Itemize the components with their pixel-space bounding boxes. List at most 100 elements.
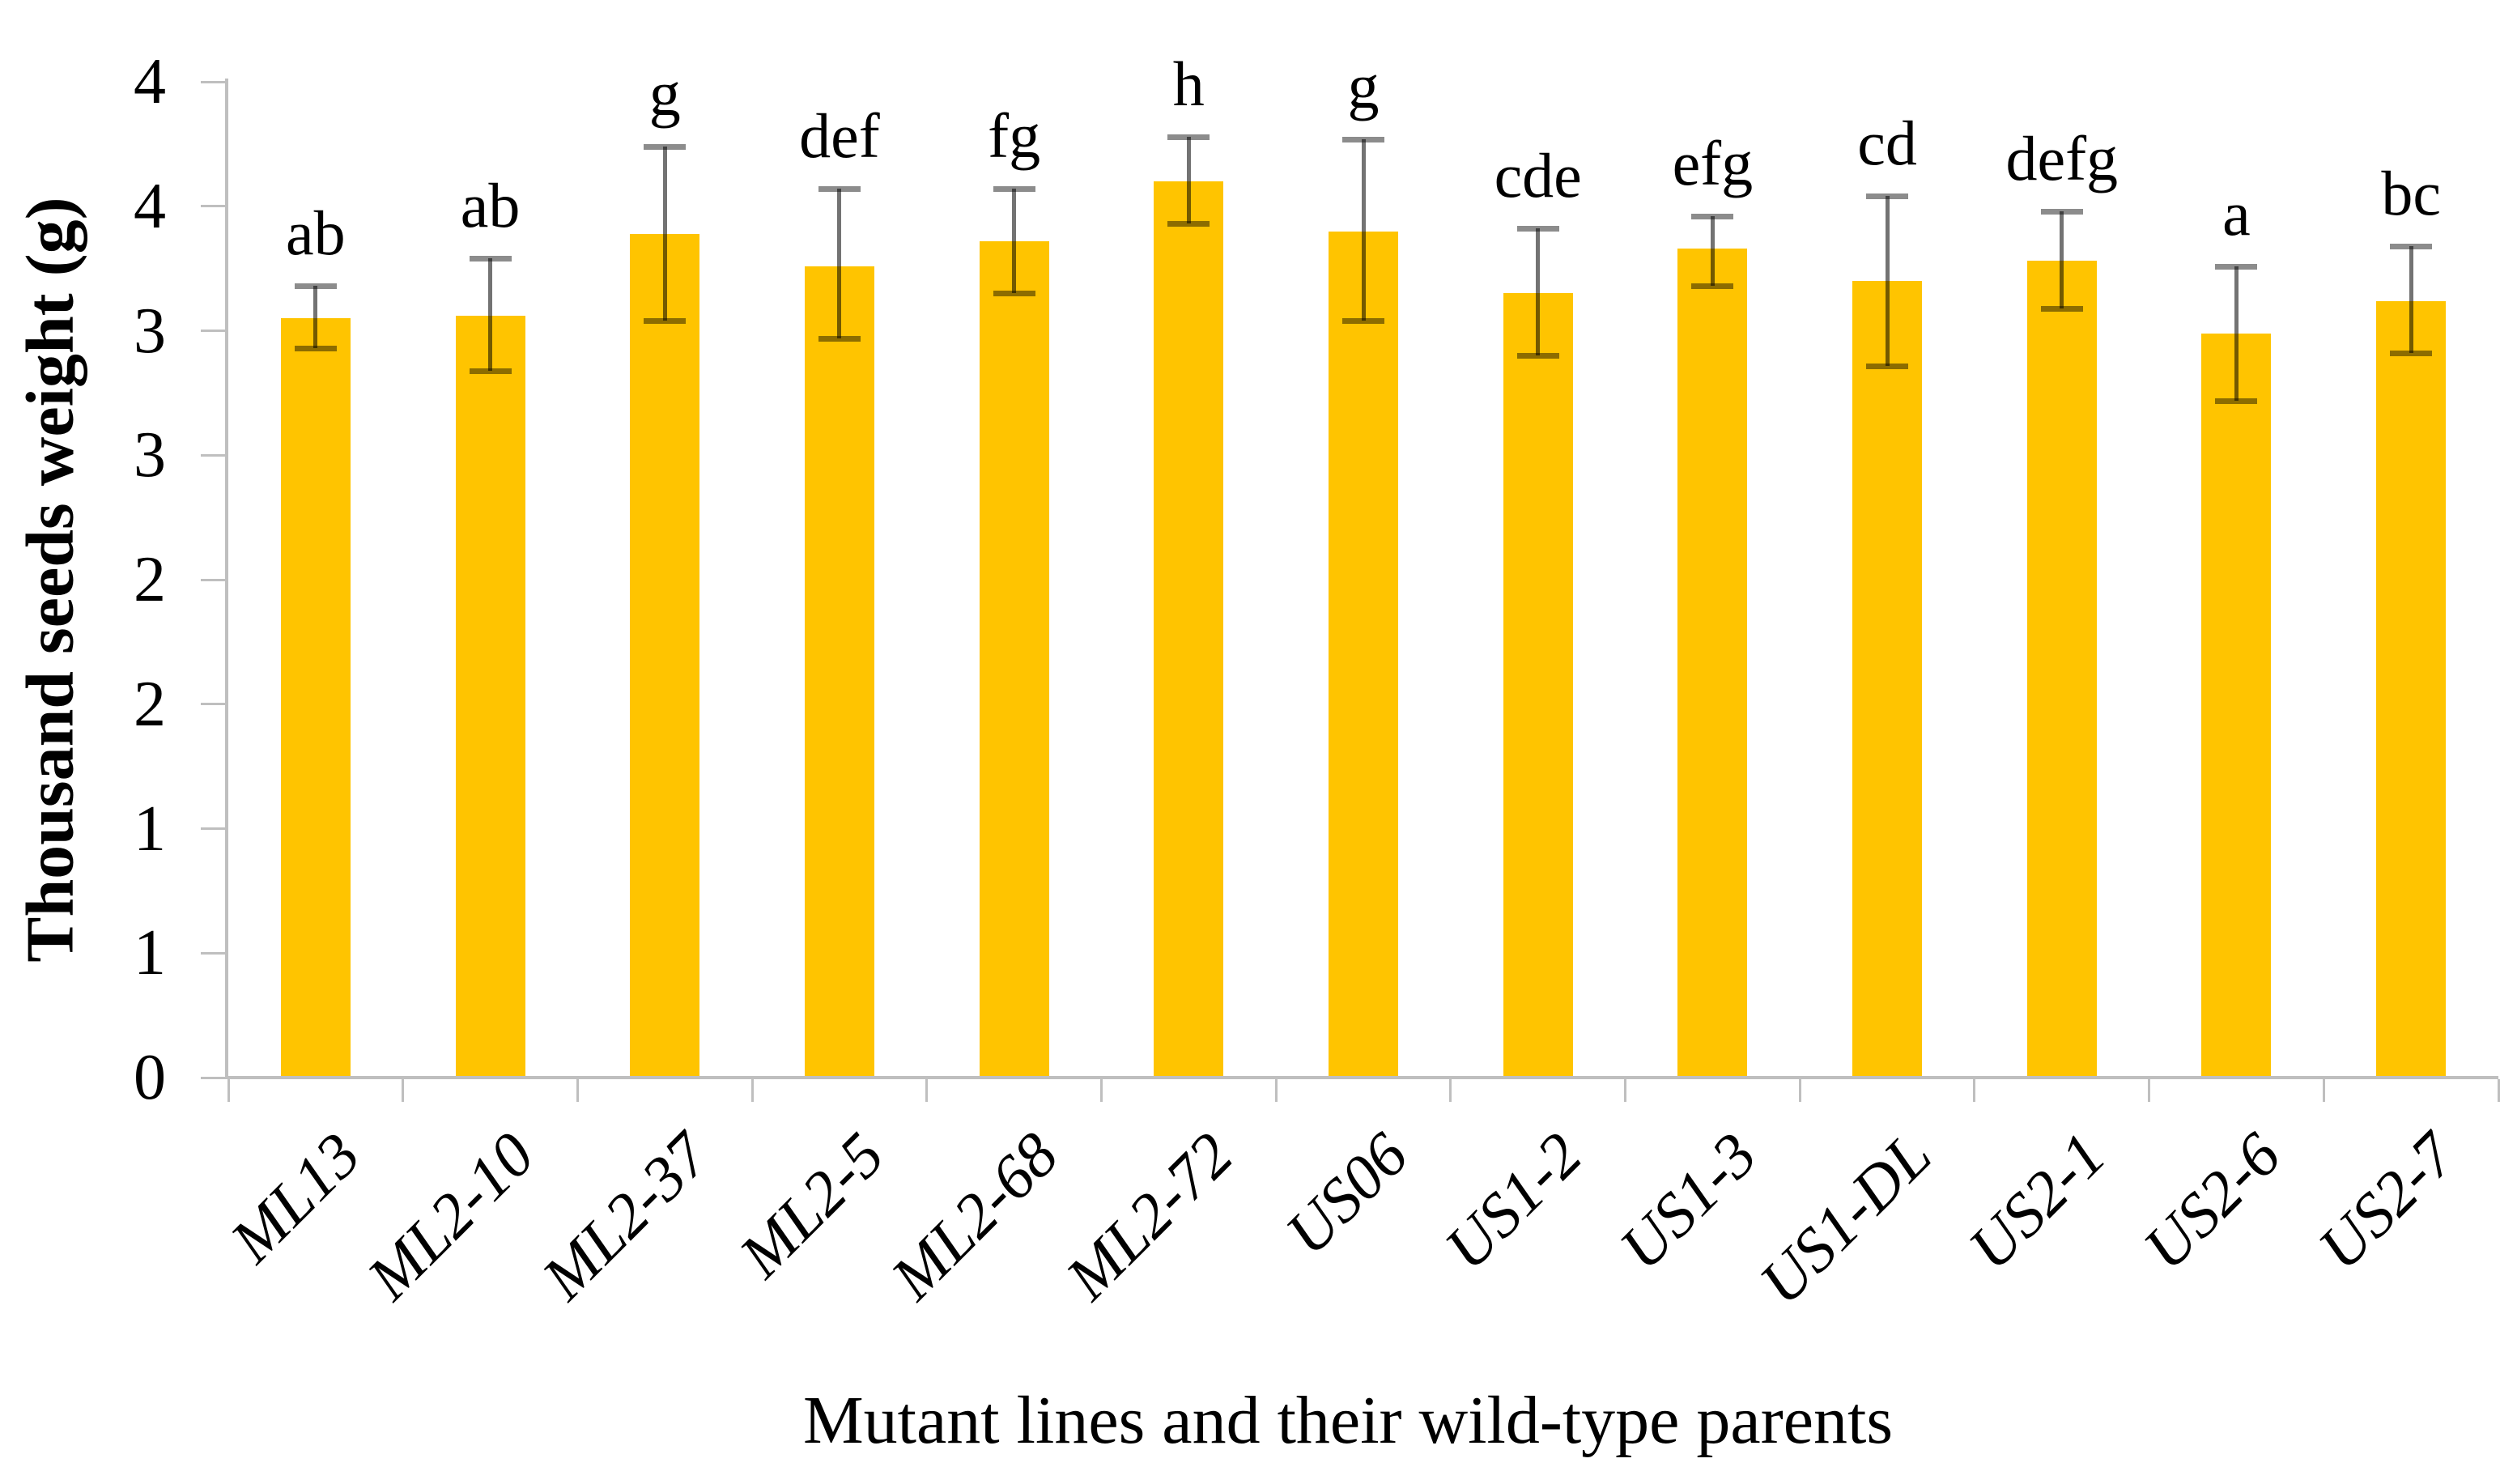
error-cap-top-us2-1 <box>2040 208 2083 215</box>
x-tick-mark <box>227 1079 230 1102</box>
x-tick-mark <box>1274 1079 1278 1102</box>
error-cap-bottom-ml2-72 <box>1167 221 1210 227</box>
significance-letter-ml2-5: def <box>799 100 880 172</box>
error-cap-bottom-us2-1 <box>2040 305 2083 312</box>
error-cap-bottom-us1-2 <box>1516 353 1559 359</box>
error-cap-bottom-ml2-37 <box>644 318 687 325</box>
x-category-label-ml2-68: ML2-68 <box>878 1119 1072 1313</box>
x-category-label-us1-dl: US1-DL <box>1745 1119 1945 1318</box>
significance-letter-us1-2: cde <box>1494 140 1582 211</box>
y-tick-label: 4 <box>134 170 166 242</box>
error-bar-ml2-68 <box>1012 189 1017 294</box>
y-tick-mark <box>201 951 225 955</box>
error-bar-us2-6 <box>2234 266 2239 401</box>
error-bar-us06 <box>1361 138 1366 321</box>
y-tick-mark <box>201 703 225 706</box>
y-axis-line <box>225 79 228 1079</box>
error-cap-top-ml2-68 <box>993 186 1035 193</box>
x-category-label-ml2-10: ML2-10 <box>353 1119 548 1313</box>
y-tick-label: 0 <box>134 1042 166 1113</box>
error-bar-us2-7 <box>2409 245 2413 354</box>
significance-letter-us2-7: bc <box>2381 157 2441 228</box>
x-category-label-ml13: ML13 <box>216 1119 373 1276</box>
y-tick-label: 3 <box>134 295 166 367</box>
x-category-label-us2-1: US2-1 <box>1955 1119 2119 1283</box>
y-tick-mark <box>201 827 225 830</box>
error-bar-ml2-72 <box>1186 136 1191 224</box>
error-cap-top-us1-2 <box>1516 226 1559 232</box>
bar-ml2-37 <box>630 233 700 1078</box>
error-cap-bottom-ml2-10 <box>469 368 512 374</box>
significance-letter-us1-dl: cd <box>1857 108 1917 179</box>
error-cap-top-ml2-72 <box>1167 134 1210 140</box>
error-cap-bottom-ml13 <box>294 346 337 352</box>
x-tick-mark <box>925 1079 929 1102</box>
error-cap-bottom-us06 <box>1342 318 1384 325</box>
bar-us2-7 <box>2376 300 2447 1078</box>
error-cap-top-ml13 <box>294 283 337 290</box>
significance-letter-ml2-37: g <box>648 57 681 129</box>
bar-ml2-68 <box>979 240 1049 1078</box>
significance-letter-us2-1: defg <box>2005 122 2119 193</box>
x-category-label-ml2-72: ML2-72 <box>1052 1119 1247 1313</box>
significance-letter-us1-3: efg <box>1672 128 1754 199</box>
significance-letter-us2-6: a <box>2222 177 2251 249</box>
y-tick-label: 2 <box>134 668 166 740</box>
x-tick-mark <box>2322 1079 2325 1102</box>
y-tick-mark <box>201 330 225 332</box>
error-cap-top-us1-dl <box>1866 193 1909 200</box>
x-tick-mark <box>750 1079 754 1102</box>
error-bar-us2-1 <box>2060 210 2064 308</box>
x-axis-line <box>225 1076 2498 1079</box>
x-tick-mark <box>2497 1079 2500 1102</box>
y-tick-label: 1 <box>134 793 166 865</box>
y-tick-mark <box>201 453 225 457</box>
bar-ml2-72 <box>1154 181 1224 1078</box>
significance-letter-ml13: ab <box>286 198 346 269</box>
x-axis-title: Mutant lines and their wild-type parents <box>802 1383 1894 1458</box>
error-cap-bottom-us1-3 <box>1691 283 1734 290</box>
bar-us06 <box>1329 231 1398 1078</box>
error-bar-ml13 <box>313 286 318 349</box>
error-cap-top-us2-6 <box>2215 263 2258 270</box>
significance-letter-ml2-10: ab <box>460 170 521 241</box>
error-cap-top-ml2-37 <box>644 143 687 150</box>
error-bar-us1-dl <box>1885 196 1890 366</box>
error-cap-top-ml2-5 <box>818 186 861 193</box>
error-cap-bottom-us2-6 <box>2215 398 2258 404</box>
error-cap-top-ml2-10 <box>469 256 512 262</box>
bar-us1-2 <box>1503 293 1573 1078</box>
error-cap-bottom-ml2-5 <box>818 335 861 342</box>
x-category-label-us06: US06 <box>1271 1119 1421 1269</box>
x-tick-mark <box>1449 1079 1452 1102</box>
x-tick-mark <box>2148 1079 2151 1102</box>
x-category-label-ml2-5: ML2-5 <box>725 1119 897 1291</box>
error-bar-us1-3 <box>1710 216 1715 287</box>
x-tick-mark <box>1624 1079 1627 1102</box>
error-bar-ml2-5 <box>837 189 842 338</box>
error-cap-bottom-ml2-68 <box>993 291 1035 297</box>
bar-us1-3 <box>1677 249 1748 1078</box>
x-category-label-us2-6: US2-6 <box>2129 1119 2294 1283</box>
x-tick-mark <box>402 1079 405 1102</box>
significance-letter-ml2-72: h <box>1172 48 1205 119</box>
y-tick-mark <box>201 80 225 83</box>
bar-us1-dl <box>1852 281 1923 1078</box>
error-cap-top-us1-3 <box>1691 214 1734 220</box>
x-tick-mark <box>1099 1079 1103 1102</box>
y-tick-mark <box>201 578 225 581</box>
y-tick-label: 2 <box>134 544 166 615</box>
x-category-label-us1-3: US1-3 <box>1605 1119 1771 1283</box>
bar-ml2-10 <box>455 316 525 1078</box>
error-cap-top-us06 <box>1342 136 1384 142</box>
error-bar-ml2-10 <box>488 258 493 371</box>
x-category-label-us2-7: US2-7 <box>2304 1119 2468 1283</box>
y-tick-label: 1 <box>134 917 166 989</box>
x-tick-mark <box>1973 1079 1976 1102</box>
y-tick-label: 3 <box>134 419 166 491</box>
y-tick-label: 4 <box>134 46 166 117</box>
error-cap-bottom-us2-7 <box>2390 351 2433 357</box>
y-tick-mark <box>201 1076 225 1079</box>
bar-us2-6 <box>2201 333 2272 1078</box>
